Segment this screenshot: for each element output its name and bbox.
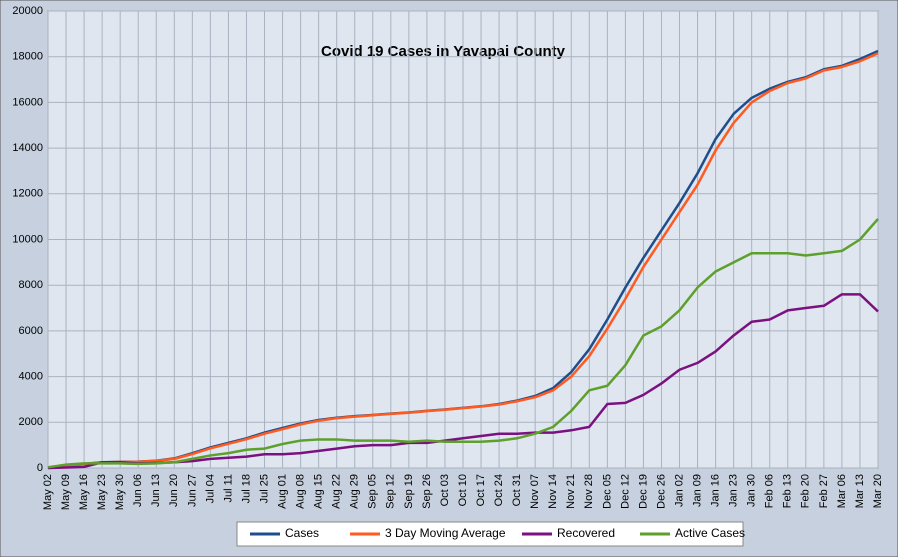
x-tick-label: Oct 31 [511, 474, 523, 506]
series-line [47, 52, 879, 469]
x-tick-label: May 23 [96, 474, 108, 510]
x-tick-label: Mar 20 [872, 474, 884, 508]
x-tick-label: May 30 [114, 474, 126, 510]
y-tick-label: 16000 [12, 96, 43, 108]
legend-label: Active Cases [675, 526, 745, 540]
x-tick-label: Jul 04 [204, 474, 216, 503]
y-tick-label: 4000 [19, 371, 43, 383]
y-tick-label: 2000 [19, 416, 43, 428]
x-tick-label: Feb 06 [764, 474, 776, 508]
x-tick-label: Dec 19 [637, 474, 649, 509]
x-tick-label: Jul 25 [258, 474, 270, 503]
y-tick-label: 8000 [19, 279, 43, 291]
series-line [47, 218, 879, 469]
x-tick-label: Jan 09 [691, 474, 703, 507]
x-tick-label: Jun 20 [168, 474, 180, 507]
y-tick-label: 0 [37, 462, 43, 474]
x-tick-label: Dec 26 [655, 474, 667, 509]
x-tick-label: Jan 30 [746, 474, 758, 507]
x-tick-label: Oct 24 [493, 474, 505, 506]
x-tick-label: Sep 19 [403, 474, 415, 509]
legend-label: Recovered [557, 526, 615, 540]
x-tick-label: Sep 05 [367, 474, 379, 509]
y-tick-label: 18000 [12, 51, 43, 63]
x-tick-label: Oct 03 [439, 474, 451, 506]
x-tick-label: Sep 26 [421, 474, 433, 509]
x-tick-label: Jan 23 [728, 474, 740, 507]
chart-title: Covid 19 Cases in Yavapai County [321, 43, 566, 60]
x-tick-label: Mar 13 [854, 474, 866, 508]
x-tick-label: Jan 16 [710, 474, 722, 507]
x-tick-label: May 09 [60, 474, 72, 510]
y-tick-label: 10000 [12, 233, 43, 245]
x-tick-label: Dec 12 [619, 474, 631, 509]
x-tick-label: Jun 13 [150, 474, 162, 507]
x-tick-label: Oct 17 [475, 474, 487, 506]
x-tick-label: Jul 18 [240, 474, 252, 503]
x-tick-label: Oct 10 [457, 474, 469, 506]
x-tick-label: Nov 21 [565, 474, 577, 509]
x-tick-label: Feb 20 [800, 474, 812, 508]
x-tick-label: Nov 28 [583, 474, 595, 509]
y-tick-label: 14000 [12, 142, 43, 154]
x-tick-label: Feb 13 [782, 474, 794, 508]
x-tick-label: May 02 [42, 474, 54, 510]
legend-label: 3 Day Moving Average [385, 526, 506, 540]
x-tick-label: Jan 02 [673, 474, 685, 507]
x-tick-label: Aug 29 [349, 474, 361, 509]
x-tick-label: Nov 07 [529, 474, 541, 509]
series-line [47, 293, 879, 470]
x-tick-label: Aug 08 [295, 474, 307, 509]
x-tick-label: Mar 06 [836, 474, 848, 508]
y-tick-label: 6000 [19, 325, 43, 337]
x-tick-label: Sep 12 [385, 474, 397, 509]
x-tick-label: Aug 15 [313, 474, 325, 509]
x-tick-label: May 16 [78, 474, 90, 510]
x-tick-label: Jun 06 [132, 474, 144, 507]
x-tick-label: Jul 11 [222, 474, 234, 503]
x-tick-label: Nov 14 [547, 474, 559, 509]
x-tick-label: Feb 27 [818, 474, 830, 508]
x-tick-label: Jun 27 [186, 474, 198, 507]
y-tick-label: 12000 [12, 188, 43, 200]
y-tick-label: 20000 [12, 5, 43, 17]
x-tick-label: Aug 01 [276, 474, 288, 509]
x-tick-label: Aug 22 [331, 474, 343, 509]
x-tick-label: Dec 05 [601, 474, 613, 509]
legend-label: Cases [285, 526, 319, 540]
